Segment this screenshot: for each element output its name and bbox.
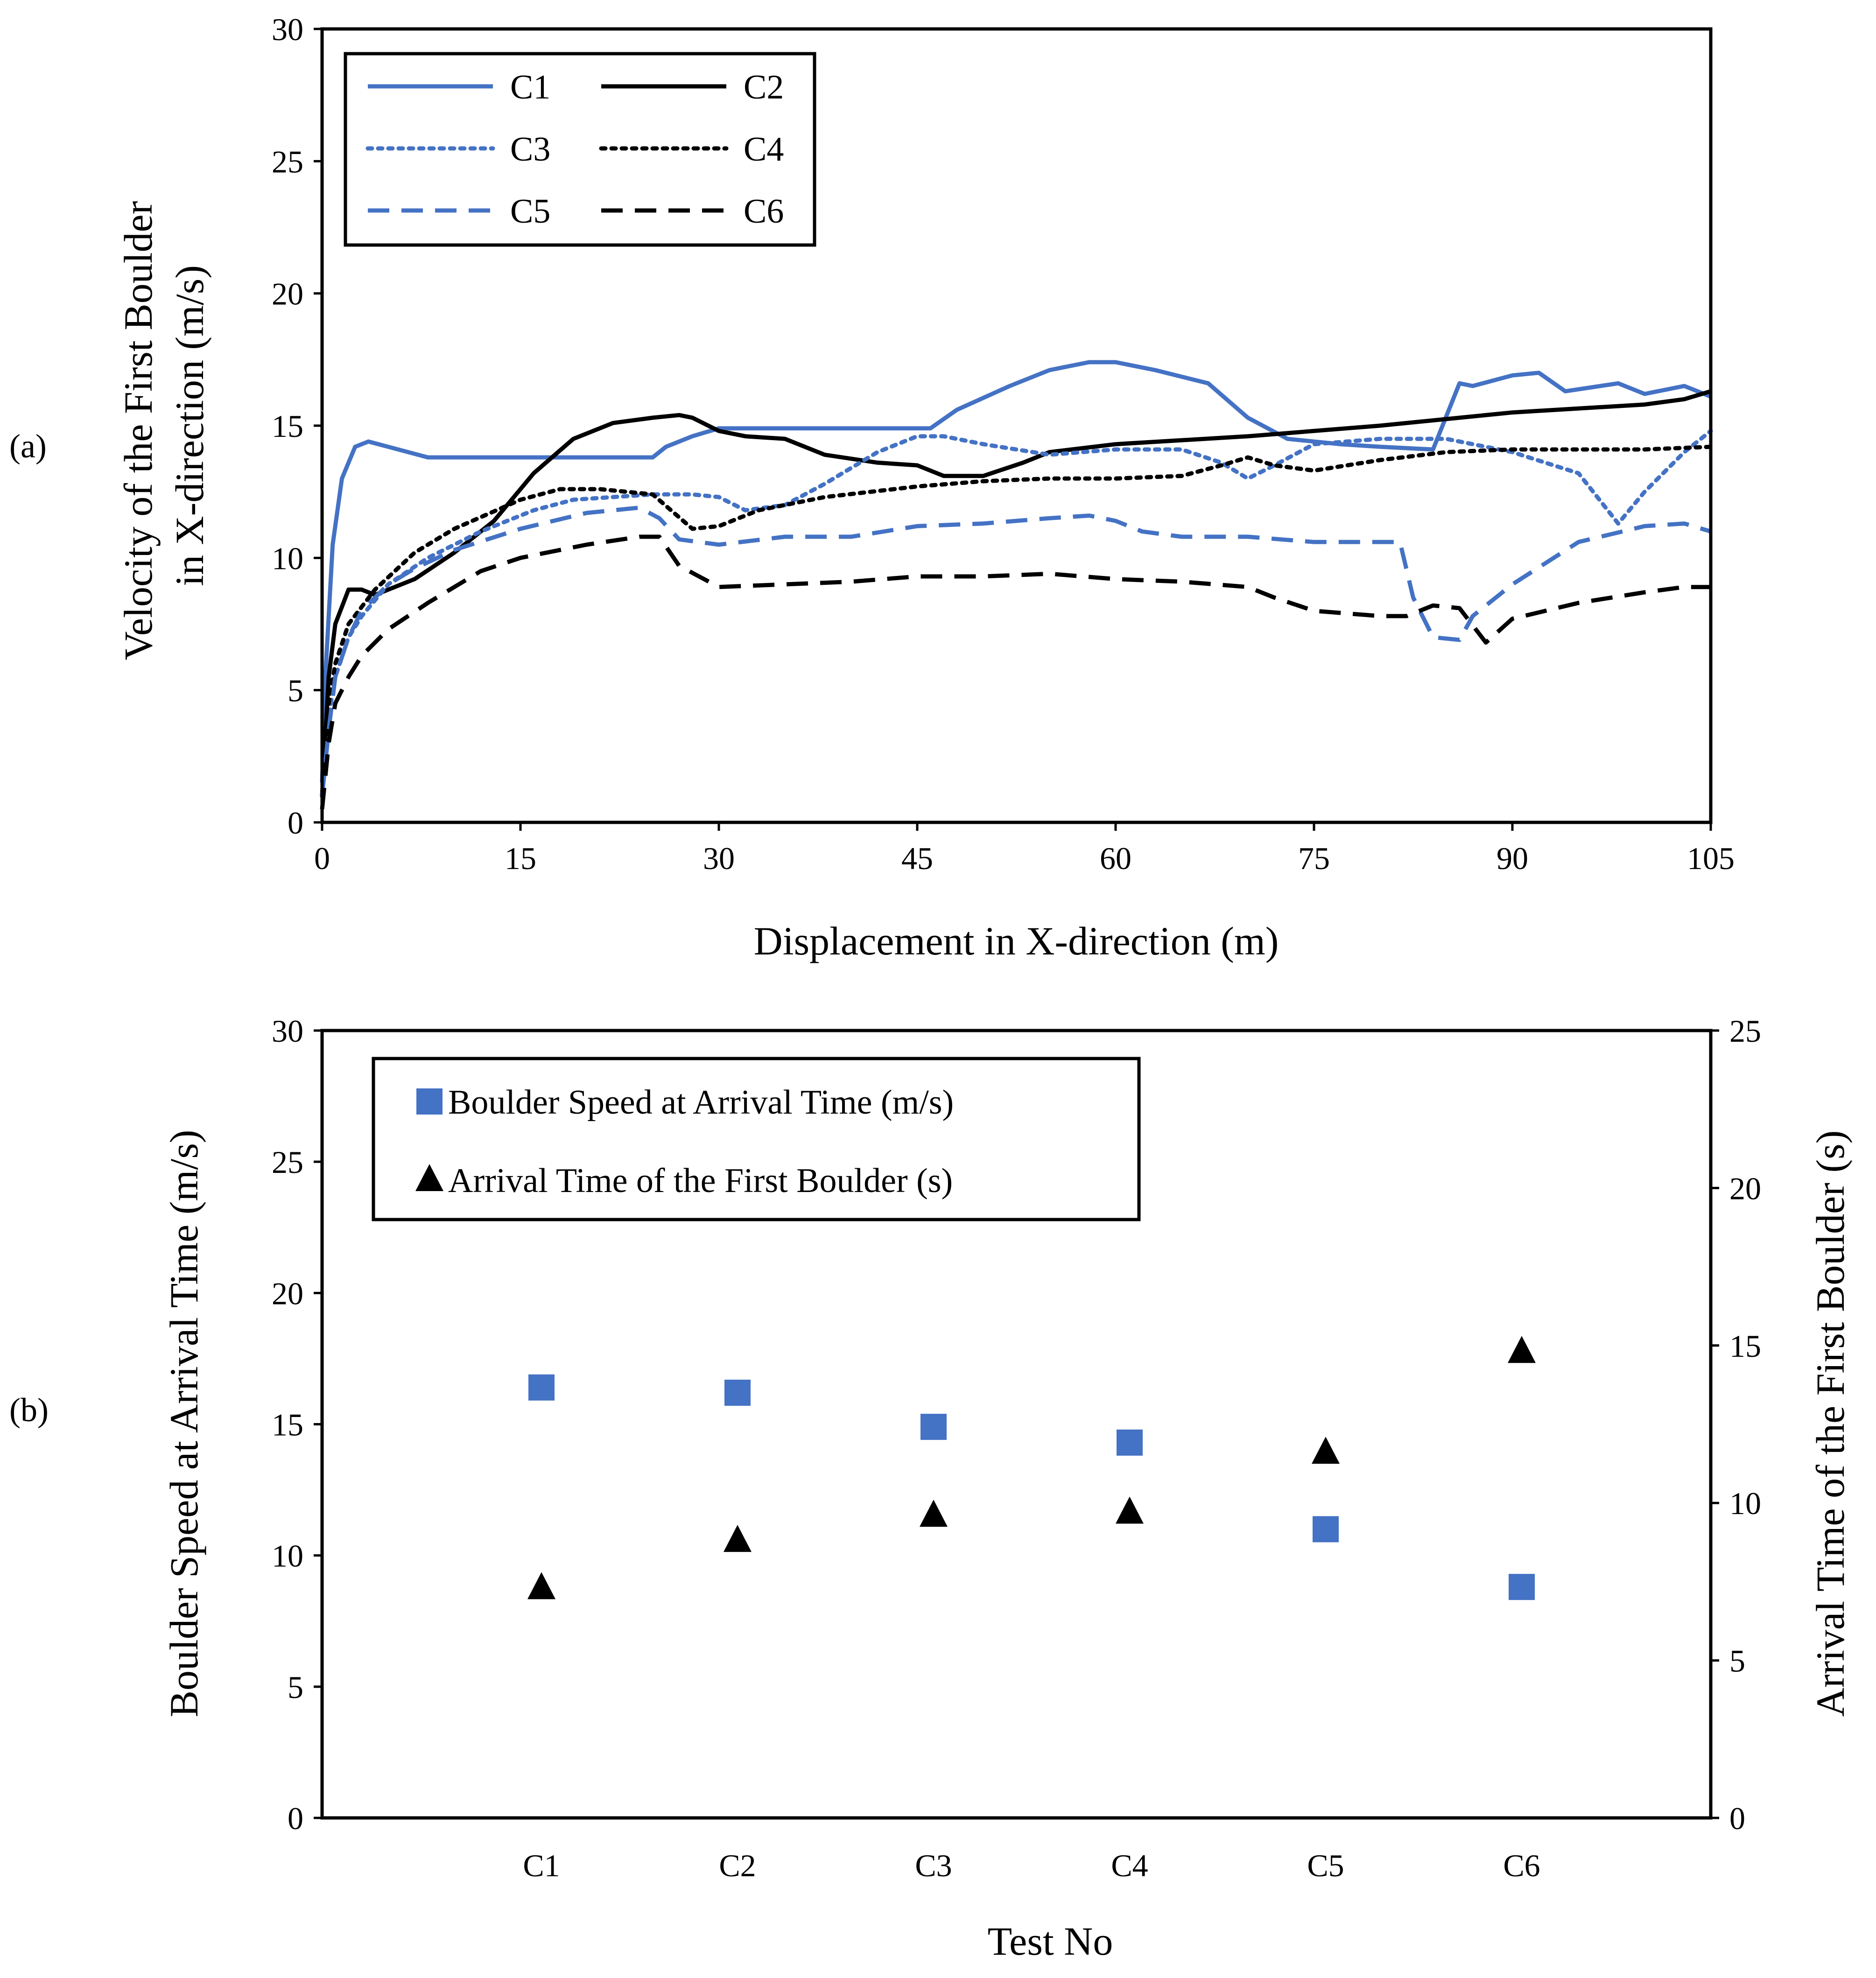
y-tick-label: 30 <box>272 12 303 47</box>
y-tick-label-right: 20 <box>1729 1171 1761 1206</box>
arrival-point-c4 <box>1116 1496 1144 1524</box>
speed-point-c6 <box>1509 1574 1535 1600</box>
arrival-point-c6 <box>1508 1336 1536 1363</box>
legend-box-a <box>344 52 816 247</box>
panel-label-a: (a) <box>9 428 47 465</box>
series-line-c5 <box>320 505 1712 796</box>
legend-box-b <box>372 1057 1141 1221</box>
legend-label-arrival: Arrival Time of the First Boulder (s) <box>448 1162 953 1200</box>
y-tick-label-left: 25 <box>272 1144 303 1180</box>
category-label-c6: C6 <box>1503 1848 1540 1883</box>
y-tick-label: 25 <box>272 144 303 179</box>
y-tick-label-left: 30 <box>272 1013 303 1049</box>
x-tick-label: 15 <box>505 841 536 876</box>
legend-label-c5: C5 <box>510 192 550 231</box>
speed-point-c4 <box>1117 1429 1143 1456</box>
y-ticks-a: 0 5 10 15 20 25 30 <box>272 12 322 841</box>
x-axis-title-a: Displacement in X-direction (m) <box>754 919 1279 963</box>
x-tick-label: 45 <box>901 841 933 876</box>
arrival-point-c5 <box>1312 1437 1340 1464</box>
x-tick-label: 60 <box>1100 841 1131 876</box>
y-tick-label-left: 20 <box>272 1276 303 1311</box>
speed-point-c2 <box>724 1380 751 1406</box>
series-line-c6 <box>320 534 1711 810</box>
y-tick-label-right: 25 <box>1729 1013 1761 1049</box>
x-ticks-b: C1 C2 C3 C4 C5 C6 <box>523 1848 1540 1883</box>
x-tick-label: 75 <box>1298 841 1330 876</box>
y-axis-title-a-line2: in X-direction (m/s) <box>167 265 212 586</box>
category-label-c1: C1 <box>523 1848 560 1883</box>
legend-b: Boulder Speed at Arrival Time (m/s) Arriv… <box>372 1057 1141 1221</box>
y-tick-label-right: 0 <box>1729 1801 1745 1836</box>
x-ticks-a: 0 15 30 45 60 75 90 105 <box>314 822 1735 876</box>
series-line-c1 <box>320 360 1712 783</box>
category-label-c2: C2 <box>719 1848 756 1883</box>
speed-point-c5 <box>1313 1516 1339 1543</box>
y-tick-label: 15 <box>272 408 303 444</box>
y-axis-title-a: Velocity of the First Boulder in X-direc… <box>116 191 212 660</box>
x-tick-label: 105 <box>1687 841 1735 876</box>
arrival-point-c2 <box>724 1525 752 1552</box>
scatter-points <box>527 1336 1536 1600</box>
legend-label-c1: C1 <box>510 68 550 106</box>
x-axis-title-b: Test No <box>988 1919 1113 1964</box>
legend-label-c4: C4 <box>744 130 784 168</box>
y-ticks-right-b: 0 5 10 15 20 25 <box>1711 1013 1761 1836</box>
y-axis-title-b: Boulder Speed at Arrival Time (m/s) <box>162 1130 206 1718</box>
legend-a: C1 C2 C3 C4 C5 C6 <box>344 52 816 247</box>
arrival-point-c3 <box>920 1500 948 1527</box>
speed-point-c3 <box>920 1414 947 1440</box>
velocity-chart-panel: (a) 0 15 30 45 60 75 90 105 0 5 10 15 20 25 30 Displa… <box>9 12 1735 963</box>
category-label-c4: C4 <box>1111 1848 1148 1883</box>
y-tick-label-left: 0 <box>288 1801 303 1836</box>
x-tick-label: 30 <box>703 841 735 876</box>
arrival-point-c1 <box>527 1572 555 1599</box>
category-label-c3: C3 <box>915 1848 952 1883</box>
y-axis-title-right-b: Arrival Time of the First Boulder (s) <box>1808 1130 1853 1717</box>
velocity-lines <box>320 360 1713 810</box>
y-axis-title-a-line1: Velocity of the First Boulder <box>116 201 161 660</box>
plot-frame-b <box>320 1029 1713 1820</box>
legend-label-c3: C3 <box>510 130 550 168</box>
x-tick-label: 90 <box>1497 841 1528 876</box>
y-ticks-b: 0 5 10 15 20 25 30 <box>272 1013 322 1836</box>
legend-label-speed: Boulder Speed at Arrival Time (m/s) <box>448 1083 954 1122</box>
y-tick-label: 0 <box>288 805 303 841</box>
category-label-c5: C5 <box>1307 1848 1344 1883</box>
y-tick-label-left: 5 <box>288 1669 303 1705</box>
y-tick-label-right: 5 <box>1729 1643 1745 1679</box>
y-tick-label-right: 15 <box>1729 1328 1761 1364</box>
y-tick-label: 5 <box>288 673 303 708</box>
legend-label-c6: C6 <box>744 192 784 231</box>
series-line-c4 <box>320 444 1713 798</box>
y-tick-label: 10 <box>272 540 303 576</box>
arrival-chart-panel: (b) C1 C2 C3 C4 C5 C6 0 5 10 15 20 25 30 0 5 10 15 20 25… <box>9 1013 1853 1964</box>
legend-marker-arrival <box>415 1164 443 1191</box>
series-line-c3 <box>320 428 1713 798</box>
y-tick-label-left: 15 <box>272 1407 303 1443</box>
panel-label-b: (b) <box>9 1391 49 1429</box>
speed-point-c1 <box>528 1374 555 1401</box>
y-tick-label-right: 10 <box>1729 1486 1761 1521</box>
legend-marker-speed <box>416 1088 443 1115</box>
legend-label-c2: C2 <box>744 68 784 106</box>
x-tick-label: 0 <box>314 841 330 876</box>
y-tick-label: 20 <box>272 276 303 312</box>
y-tick-label-left: 10 <box>272 1538 303 1574</box>
